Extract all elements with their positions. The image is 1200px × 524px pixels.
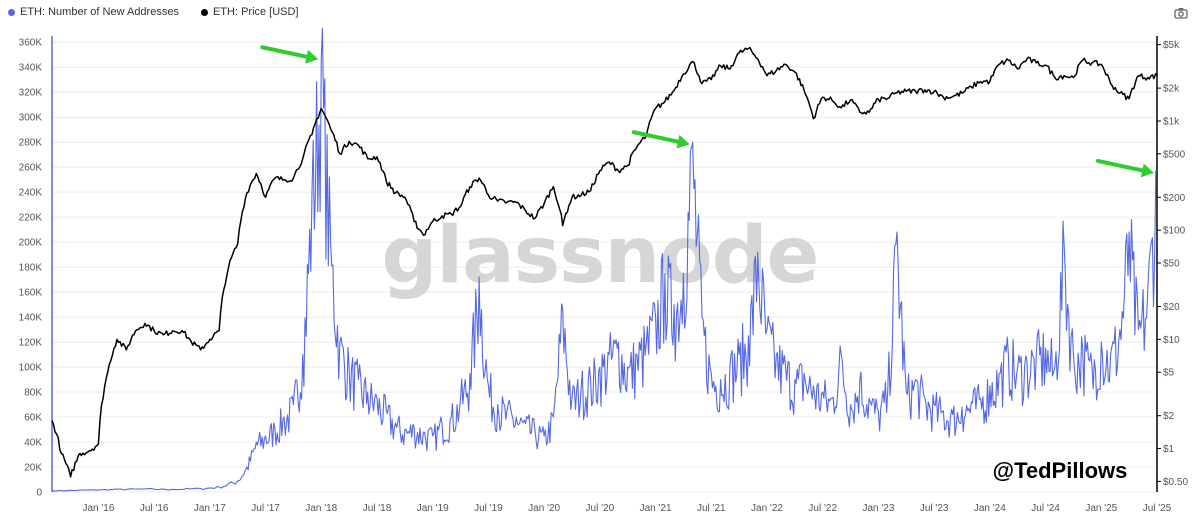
y-right-tick-label: $100 [1163,226,1186,237]
x-tick-label: Jan '19 [417,503,449,514]
legend-dot-new-addresses [8,8,15,16]
legend: ETH: Number of New Addresses ETH: Price … [8,4,299,20]
annotation-arrow [631,130,690,149]
y-right-tick-label: $200 [1163,193,1186,204]
y-left-tick-label: 320K [19,88,43,99]
annotation-arrow [1096,158,1154,178]
y-left-tick-label: 200K [19,238,43,249]
x-tick-label: Jul '24 [1031,503,1060,514]
y-left-tick-label: 260K [19,163,43,174]
y-left-tick-label: 180K [19,263,43,274]
legend-label-new-addresses: ETH: Number of New Addresses [20,6,179,18]
y-left-tick-label: 220K [19,213,43,224]
y-right-tick-label: $20 [1163,302,1180,313]
x-tick-label: Jan '25 [1085,503,1117,514]
x-tick-label: Jan '17 [194,503,226,514]
y-right-tick-label: $1 [1163,444,1175,455]
x-tick-label: Jul '21 [697,503,726,514]
y-right-tick-label: $2 [1163,411,1175,422]
x-tick-label: Jul '25 [1143,503,1172,514]
x-tick-label: Jul '16 [140,503,169,514]
y-right-tick-label: $50 [1163,259,1180,270]
legend-dot-price [200,8,208,16]
y-left-tick-label: 40K [24,438,42,449]
annotation-arrow [260,45,319,64]
credit-label: @TedPillows [993,458,1128,483]
y-left-tick-label: 340K [19,63,43,74]
y-left-tick-label: 240K [19,188,43,199]
legend-item-new-addresses[interactable]: ETH: Number of New Addresses [8,6,179,18]
x-tick-label: Jul '22 [808,503,837,514]
camera-icon[interactable] [1174,6,1188,19]
x-tick-label: Jan '21 [640,503,672,514]
x-tick-label: Jul '19 [474,503,503,514]
y-right-tick-label: $5k [1163,40,1180,51]
y-left-tick-label: 20K [24,463,42,474]
y-right-tick-label: $1k [1163,116,1180,127]
x-tick-label: Jul '20 [586,503,615,514]
legend-item-price[interactable]: ETH: Price [USD] [200,6,299,18]
x-axis: Jan '16 Jul '16 Jan '17 Jul '17 Jan '18 Jul '… [82,503,1171,514]
y-left-tick-label: 280K [19,138,43,149]
y-axis-right: $0.50 $1 $2 $5 $10 $20 $50 $100 $200 $500 $1k $2k $5… [1157,40,1188,488]
x-tick-label: Jan '18 [305,503,337,514]
y-axis-left: 0 20K 40K 60K 80K 100K 120K 140K 160K 180K 200K 220… [19,38,43,499]
x-tick-label: Jul '18 [363,503,392,514]
legend-label-price: ETH: Price [USD] [212,6,299,18]
y-right-tick-label: $5 [1163,368,1175,379]
x-tick-label: Jan '16 [82,503,114,514]
x-tick-label: Jul '17 [251,503,280,514]
watermark: glassnode [382,211,819,301]
y-left-tick-label: 60K [24,413,42,424]
series-line-new-addresses [51,27,1158,492]
x-tick-label: Jul '23 [920,503,949,514]
y-left-tick-label: 100K [19,363,43,374]
y-right-tick-label: $2k [1163,84,1180,95]
y-right-tick-label: $0.50 [1163,477,1188,488]
y-left-tick-label: 140K [19,313,43,324]
x-tick-label: Jan '22 [751,503,783,514]
y-left-tick-label: 0 [36,488,42,499]
y-right-tick-label: $500 [1163,149,1186,160]
y-left-tick-label: 80K [24,388,42,399]
y-right-tick-label: $10 [1163,335,1180,346]
y-left-tick-label: 120K [19,338,43,349]
y-left-tick-label: 360K [19,38,43,49]
x-tick-label: Jan '20 [528,503,560,514]
y-left-tick-label: 160K [19,288,43,299]
x-tick-label: Jan '24 [974,503,1006,514]
x-tick-label: Jan '23 [862,503,894,514]
series-line-price [51,46,1158,478]
y-left-tick-label: 300K [19,113,43,124]
